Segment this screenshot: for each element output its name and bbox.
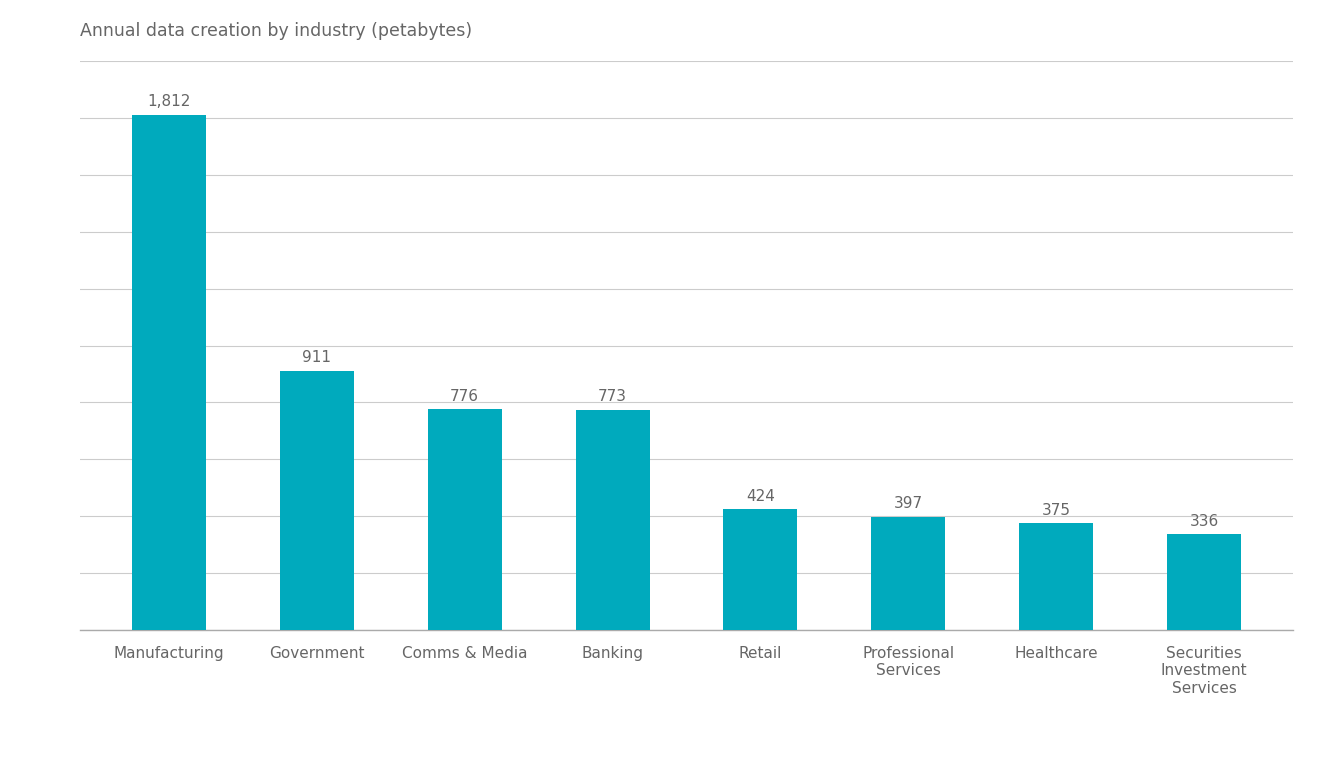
Text: 911: 911 — [303, 350, 331, 366]
Bar — [1020, 523, 1093, 630]
Bar — [132, 115, 205, 630]
Text: 397: 397 — [894, 496, 922, 511]
Bar — [724, 509, 797, 630]
Bar — [428, 409, 501, 630]
Bar — [872, 517, 945, 630]
Bar — [1168, 535, 1241, 630]
Bar — [280, 371, 353, 630]
Text: 336: 336 — [1189, 514, 1218, 528]
Text: 375: 375 — [1042, 502, 1070, 518]
Bar — [576, 410, 649, 630]
Text: 1,812: 1,812 — [147, 94, 191, 109]
Text: 776: 776 — [451, 389, 479, 403]
Text: 424: 424 — [746, 488, 774, 504]
Text: Annual data creation by industry (petabytes): Annual data creation by industry (petaby… — [80, 22, 472, 41]
Text: 773: 773 — [599, 389, 627, 405]
